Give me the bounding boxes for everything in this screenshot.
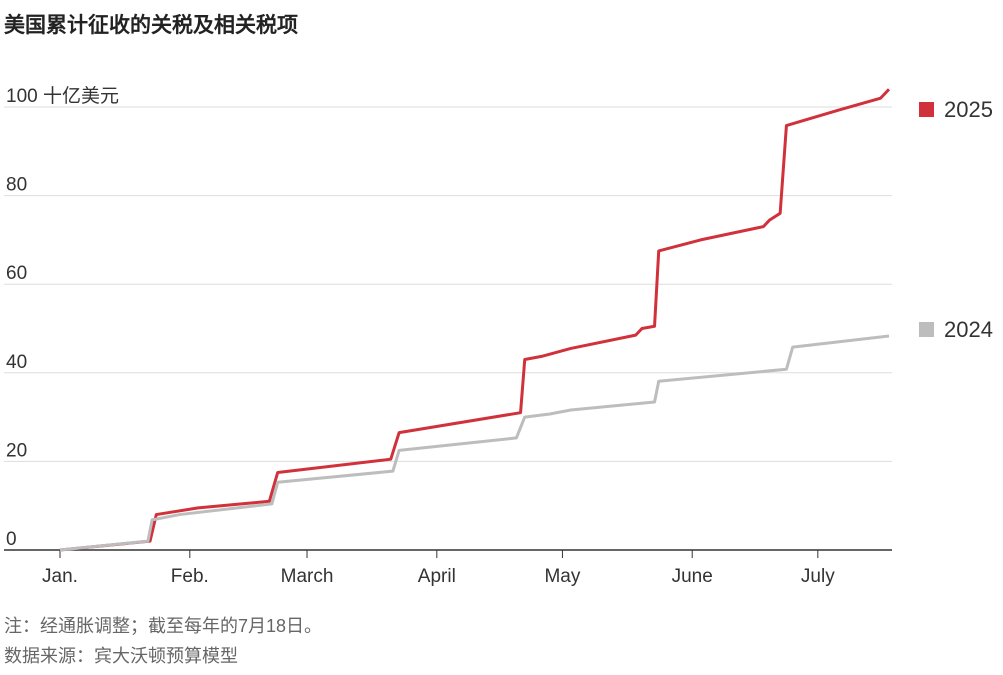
- x-tick-label: July: [801, 566, 835, 587]
- x-tick-label: Feb.: [171, 566, 209, 587]
- y-tick-label: 80: [6, 175, 27, 196]
- series-line: [59, 88, 891, 552]
- source: 数据来源：宾大沃顿预算模型: [4, 646, 238, 666]
- legend-swatch: [919, 102, 934, 117]
- y-tick-label: 100 十亿美元: [6, 85, 119, 107]
- legend-label: 2024: [944, 317, 993, 342]
- y-tick-label: 20: [6, 440, 27, 461]
- note: 注：经通胀调整；截至每年的7月18日。: [4, 616, 322, 636]
- y-tick-label: 0: [6, 529, 17, 550]
- series-line: [59, 334, 890, 552]
- y-tick-label: 60: [6, 263, 27, 284]
- legend-swatch: [919, 322, 934, 337]
- y-tick-label: 40: [6, 352, 27, 373]
- x-tick-label: May: [544, 566, 580, 587]
- x-tick-label: June: [672, 566, 713, 587]
- x-tick-label: April: [418, 566, 456, 587]
- x-tick-label: March: [281, 566, 334, 587]
- chart-title: 美国累计征收的关税及相关税项: [4, 13, 298, 37]
- x-tick-label: Jan.: [42, 566, 78, 587]
- legend-label: 2025: [944, 97, 993, 122]
